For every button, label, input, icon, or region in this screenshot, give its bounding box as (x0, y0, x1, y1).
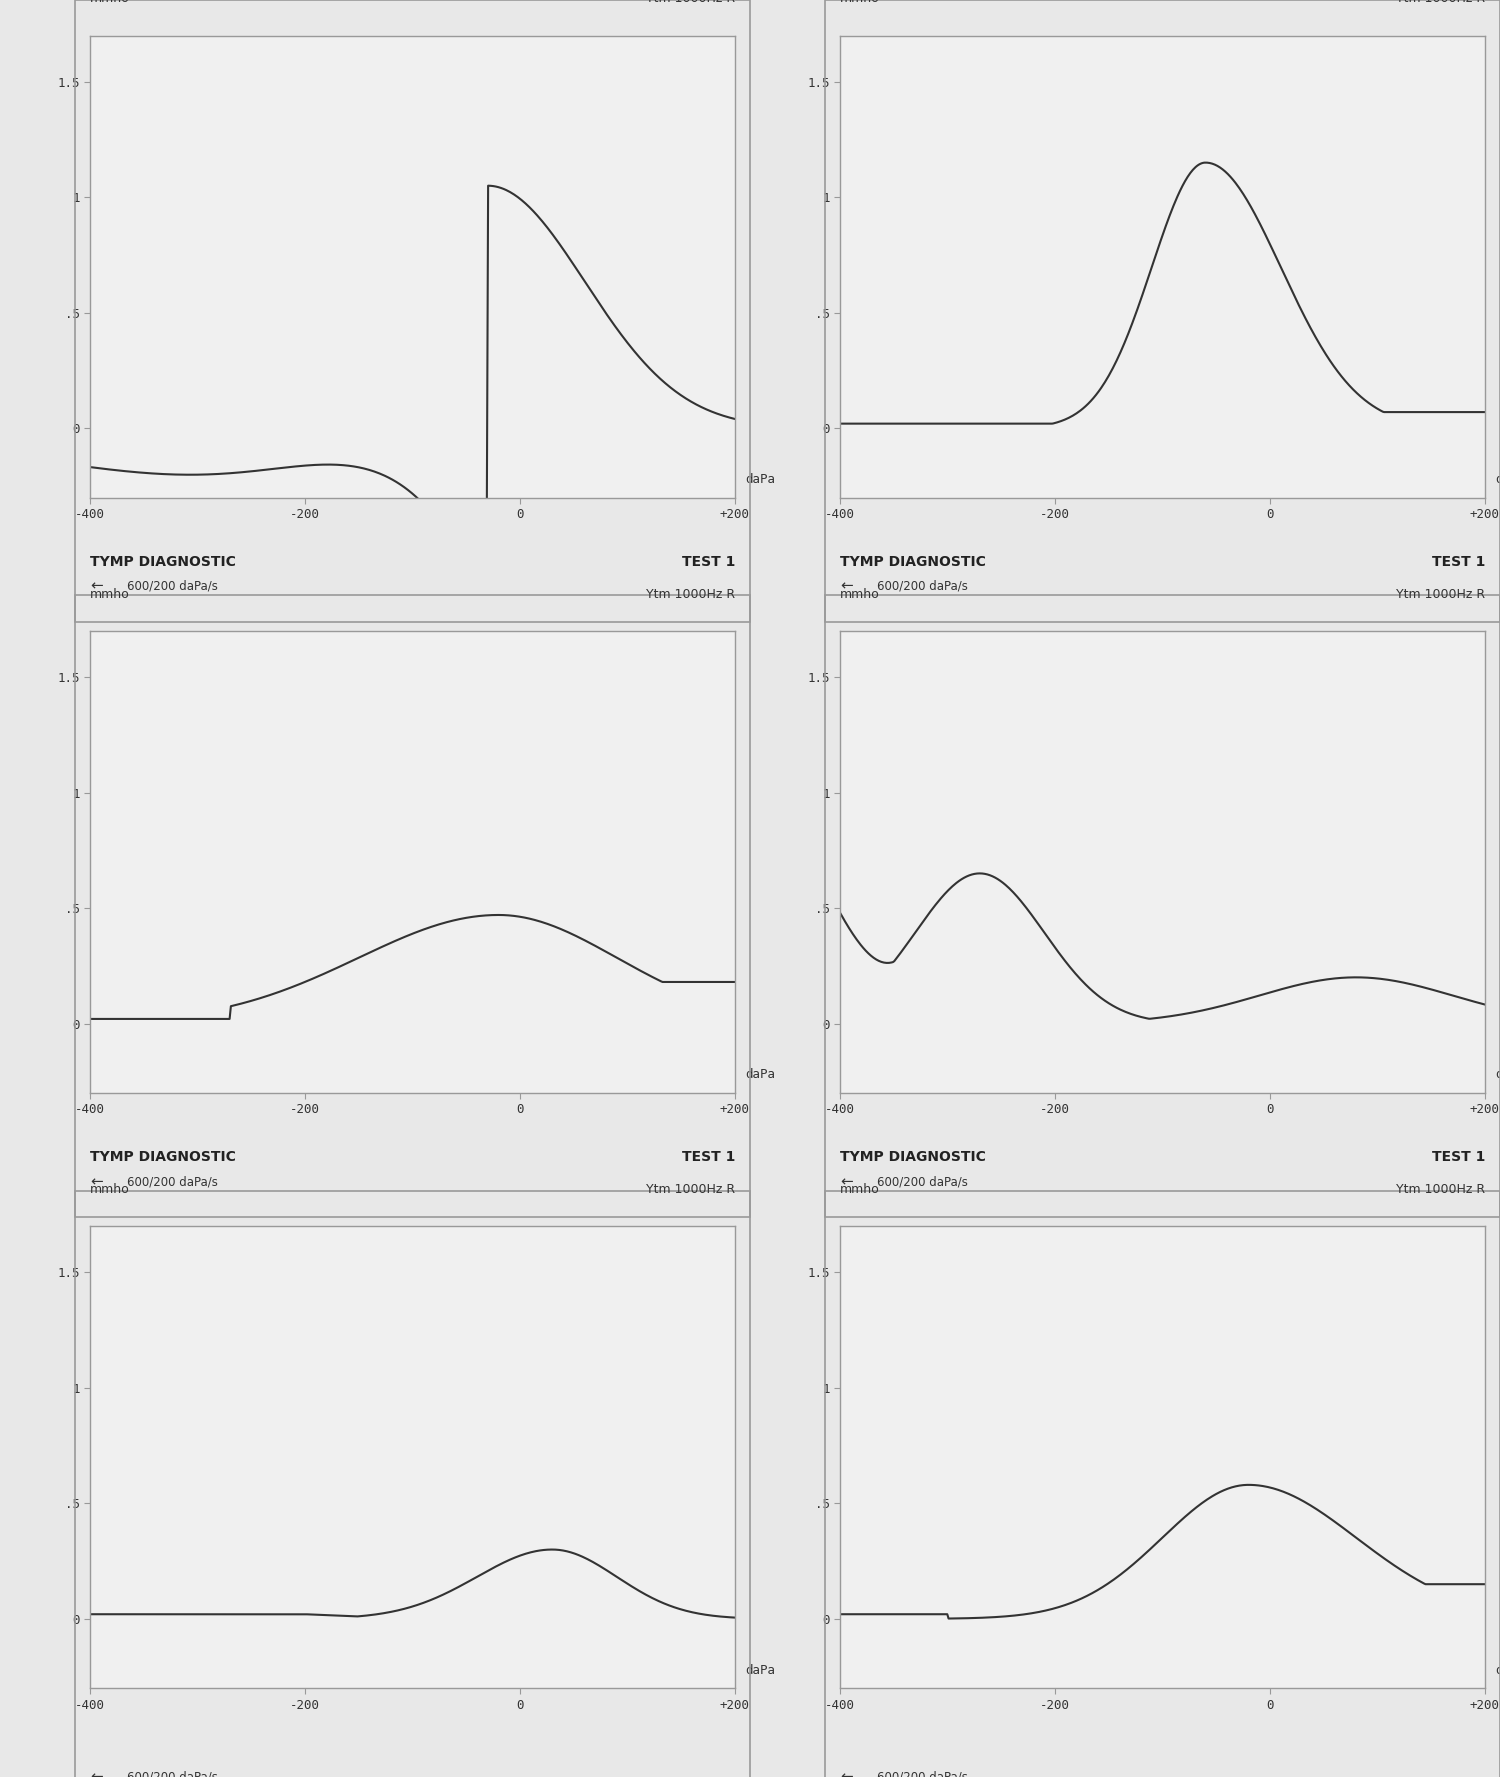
Text: TYMP DIAGNOSTIC: TYMP DIAGNOSTIC (840, 1150, 986, 1164)
Text: daPa: daPa (1496, 1068, 1500, 1080)
Text: TEST 1: TEST 1 (681, 1150, 735, 1164)
Text: 600/200 daPa/s: 600/200 daPa/s (128, 579, 218, 594)
Text: ←: ← (840, 1770, 852, 1777)
Text: TYMP DIAGNOSTIC: TYMP DIAGNOSTIC (90, 1150, 236, 1164)
Text: ←: ← (90, 1175, 102, 1189)
Text: TYMP DIAGNOSTIC: TYMP DIAGNOSTIC (90, 554, 236, 569)
Text: mmho: mmho (90, 0, 129, 5)
Text: ←: ← (90, 1770, 102, 1777)
Text: ←: ← (840, 579, 852, 594)
Text: 600/200 daPa/s: 600/200 daPa/s (878, 1770, 968, 1777)
Text: Ytm 1000Hz R: Ytm 1000Hz R (646, 1183, 735, 1196)
Text: daPa: daPa (1496, 473, 1500, 487)
Text: Ytm 1000Hz R: Ytm 1000Hz R (646, 588, 735, 601)
Text: ←: ← (90, 579, 102, 594)
Text: TEST 1: TEST 1 (681, 554, 735, 569)
Text: ←: ← (840, 1175, 852, 1189)
Text: Ytm 1000Hz R: Ytm 1000Hz R (1396, 0, 1485, 5)
Text: mmho: mmho (840, 1183, 879, 1196)
Text: daPa: daPa (746, 1663, 776, 1677)
Text: Ytm 1000Hz R: Ytm 1000Hz R (646, 0, 735, 5)
Text: mmho: mmho (840, 0, 879, 5)
Text: TEST 1: TEST 1 (1431, 1150, 1485, 1164)
Text: daPa: daPa (746, 473, 776, 487)
Text: TYMP DIAGNOSTIC: TYMP DIAGNOSTIC (840, 554, 986, 569)
Text: 600/200 daPa/s: 600/200 daPa/s (878, 579, 968, 594)
Text: Ytm 1000Hz R: Ytm 1000Hz R (1396, 588, 1485, 601)
Text: daPa: daPa (746, 1068, 776, 1080)
Text: mmho: mmho (840, 588, 879, 601)
Text: daPa: daPa (1496, 1663, 1500, 1677)
Text: 600/200 daPa/s: 600/200 daPa/s (128, 1175, 218, 1189)
Text: TEST 1: TEST 1 (1431, 554, 1485, 569)
Text: 600/200 daPa/s: 600/200 daPa/s (878, 1175, 968, 1189)
Text: mmho: mmho (90, 1183, 129, 1196)
Text: Ytm 1000Hz R: Ytm 1000Hz R (1396, 1183, 1485, 1196)
Text: mmho: mmho (90, 588, 129, 601)
Text: 600/200 daPa/s: 600/200 daPa/s (128, 1770, 218, 1777)
